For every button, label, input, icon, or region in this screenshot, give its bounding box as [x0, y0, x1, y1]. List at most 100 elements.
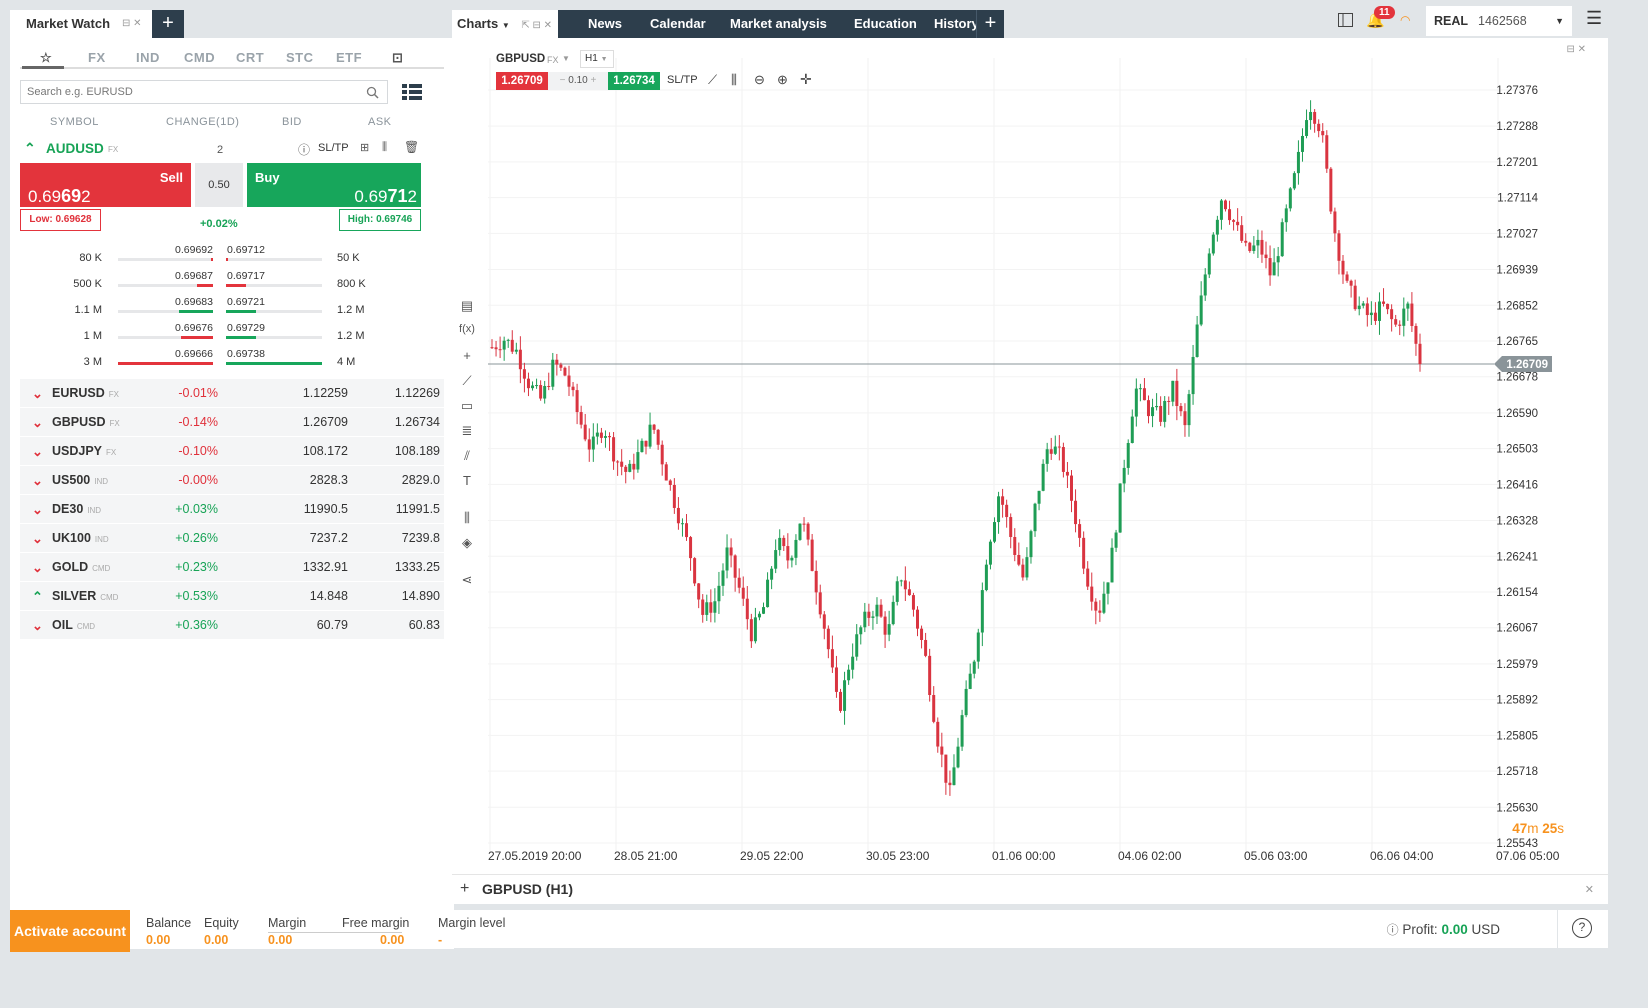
text-tool-icon[interactable]: T [463, 473, 471, 488]
crosshair-icon[interactable]: ✛ [800, 71, 812, 87]
inbox-icon[interactable]: ⊡ [392, 50, 404, 65]
instrument-row-eurusd[interactable]: ⌄ EURUSD FX -0.01% 1.12259 1.12269 [20, 379, 444, 408]
chevron-down-icon[interactable]: ⌄ [32, 531, 43, 546]
tab-window-icons[interactable]: ⊟ ✕ [122, 18, 142, 29]
help-icon[interactable]: ? [1572, 918, 1592, 938]
candles-icon[interactable]: ⫼ [731, 72, 737, 87]
chart-panel[interactable]: 1.27376 1.27288 1.27201 1.27114 1.27027 1.269… [452, 38, 1608, 904]
instrument-row-gbpusd[interactable]: ⌄ GBPUSD FX -0.14% 1.26709 1.26734 [20, 408, 444, 437]
timeframe-select[interactable]: H1 ▼ [580, 50, 614, 68]
row-ask[interactable]: 108.189 [394, 444, 440, 458]
search-input[interactable]: Search e.g. EURUSD [20, 80, 388, 104]
add-tab-button[interactable]: + [152, 10, 184, 38]
category-tab-etf[interactable]: ETF [336, 50, 363, 65]
row-ask[interactable]: 1333.25 [394, 560, 440, 574]
close-icon[interactable]: ✕ [1584, 884, 1594, 896]
rectangle-icon[interactable]: ▭ [460, 398, 474, 413]
account-selector[interactable]: REAL 1462568 ▼ [1426, 6, 1572, 36]
row-bid[interactable]: 2828.3 [309, 473, 348, 487]
chart-spread[interactable]: − 0.10 + [548, 72, 608, 90]
nav-education[interactable]: Education [854, 16, 917, 31]
row-bid[interactable]: 7237.2 [309, 531, 348, 545]
instrument-row-usdjpy[interactable]: ⌄ USDJPY FX -0.10% 108.172 108.189 [20, 437, 444, 466]
row-ask[interactable]: 1.12269 [394, 386, 440, 400]
chevron-down-icon[interactable]: ⌄ [32, 386, 43, 401]
indicators-icon[interactable]: f(x) [459, 323, 475, 335]
row-bid[interactable]: 60.79 [316, 618, 348, 632]
candles-tool-icon[interactable]: ⫼ [464, 510, 470, 525]
nav-history[interactable]: History [934, 16, 979, 31]
sltp-button[interactable]: SL/TP [318, 142, 349, 154]
crosshair-tool-icon[interactable]: + [463, 348, 471, 363]
layers-icon[interactable]: ◈ [462, 535, 472, 550]
chevron-down-icon[interactable]: ⌄ [32, 618, 43, 633]
row-ask[interactable]: 60.83 [408, 618, 440, 632]
add-chart-button[interactable]: + [460, 880, 470, 897]
row-ask[interactable]: 11991.5 [395, 502, 440, 516]
caret-down-icon[interactable]: ▼ [501, 21, 510, 30]
menu-icon[interactable]: ☰ [1586, 8, 1603, 28]
buy-button[interactable]: Buy 0.69712 [247, 163, 421, 207]
trendline-icon[interactable]: ⟋ [462, 373, 472, 388]
expanded-instrument-header[interactable]: ⌃ AUDUSD FX 2 ⓘ SL/TP ⊞ ⫼ 🗑 [20, 136, 444, 160]
market-watch-tab[interactable] [10, 10, 160, 38]
fibonacci-icon[interactable]: ≣ [461, 423, 473, 438]
category-tab-crt[interactable]: CRT [236, 50, 265, 65]
chevron-down-icon[interactable]: ⌄ [32, 415, 43, 430]
row-bid[interactable]: 11990.5 [303, 502, 348, 516]
chart-sell-button[interactable]: 1.26709 [496, 72, 548, 90]
column-change[interactable]: CHANGE(1D) [166, 116, 240, 128]
row-bid[interactable]: 108.172 [302, 444, 348, 458]
candles-icon[interactable]: ⫼ [382, 141, 388, 153]
chevron-down-icon[interactable]: ⌄ [32, 502, 43, 517]
share-icon[interactable]: ⋖ [461, 572, 473, 587]
category-tab-stc[interactable]: STC [286, 50, 314, 65]
line-chart-icon[interactable]: ⟋ [708, 72, 718, 87]
zoom-in-icon[interactable]: ⊕ [777, 72, 788, 87]
info-icon[interactable]: ⓘ [298, 143, 311, 157]
add-order-icon[interactable]: ⊞ [360, 142, 370, 154]
caret-down-icon[interactable]: ▼ [562, 54, 570, 63]
instrument-row-gold[interactable]: ⌄ GOLD CMD +0.23% 1332.91 1333.25 [20, 553, 444, 582]
row-bid[interactable]: 1332.91 [302, 560, 348, 574]
column-ask[interactable]: ASK [368, 116, 392, 128]
caret-down-icon[interactable]: ▼ [1555, 16, 1564, 26]
fan-icon[interactable]: ⫽ [464, 448, 470, 463]
column-bid[interactable]: BID [282, 116, 302, 128]
add-window-button[interactable]: + [976, 10, 1004, 38]
trash-icon[interactable]: 🗑 [404, 140, 420, 154]
activate-account-button[interactable]: Activate account [10, 910, 130, 952]
row-ask[interactable]: 2829.0 [401, 473, 440, 487]
nav-market-analysis[interactable]: Market analysis [730, 16, 827, 31]
row-bid[interactable]: 14.848 [309, 589, 348, 603]
instrument-row-oil[interactable]: ⌄ OIL CMD +0.36% 60.79 60.83 [20, 611, 444, 640]
instrument-row-de30[interactable]: ⌄ DE30 IND +0.03% 11990.5 11991.5 [20, 495, 444, 524]
grid-view-icon[interactable] [402, 84, 422, 100]
price-chart[interactable]: 1.27376 1.27288 1.27201 1.27114 1.27027 1.269… [452, 38, 1608, 874]
nav-news[interactable]: News [588, 16, 622, 31]
layout-icon[interactable] [1338, 13, 1353, 27]
chevron-up-icon[interactable]: ⌃ [32, 589, 43, 604]
tab-window-icons[interactable]: ⇱ ⊟ ✕ [521, 20, 553, 31]
window-icons[interactable]: ⊟ ✕ [1566, 44, 1586, 55]
row-ask[interactable]: 7239.8 [401, 531, 440, 545]
info-icon[interactable]: ⓘ [1386, 923, 1399, 937]
column-symbol[interactable]: SYMBOL [50, 116, 99, 128]
row-bid[interactable]: 1.26709 [302, 415, 348, 429]
panel-toggle-icon[interactable]: ▤ [460, 298, 474, 313]
chevron-up-icon[interactable]: ⌃ [24, 140, 36, 156]
category-tab-ind[interactable]: IND [136, 50, 160, 65]
favorites-star-icon[interactable]: ☆ [40, 50, 53, 65]
chart-symbol[interactable]: GBPUSD [496, 53, 546, 65]
nav-calendar[interactable]: Calendar [650, 16, 706, 31]
zoom-out-icon[interactable]: ⊖ [754, 72, 765, 87]
sell-button[interactable]: Sell 0.69692 [20, 163, 191, 207]
row-ask[interactable]: 1.26734 [394, 415, 440, 429]
search-icon[interactable] [366, 86, 379, 99]
instrument-row-silver[interactable]: ⌃ SILVER CMD +0.53% 14.848 14.890 [20, 582, 444, 611]
charts-tab[interactable]: Charts ▼ ⇱ ⊟ ✕ [452, 10, 558, 38]
row-ask[interactable]: 14.890 [401, 589, 440, 603]
chart-sltp-button[interactable]: SL/TP [667, 74, 698, 86]
chart-buy-button[interactable]: 1.26734 [608, 72, 660, 90]
category-tab-cmd[interactable]: CMD [184, 50, 216, 65]
